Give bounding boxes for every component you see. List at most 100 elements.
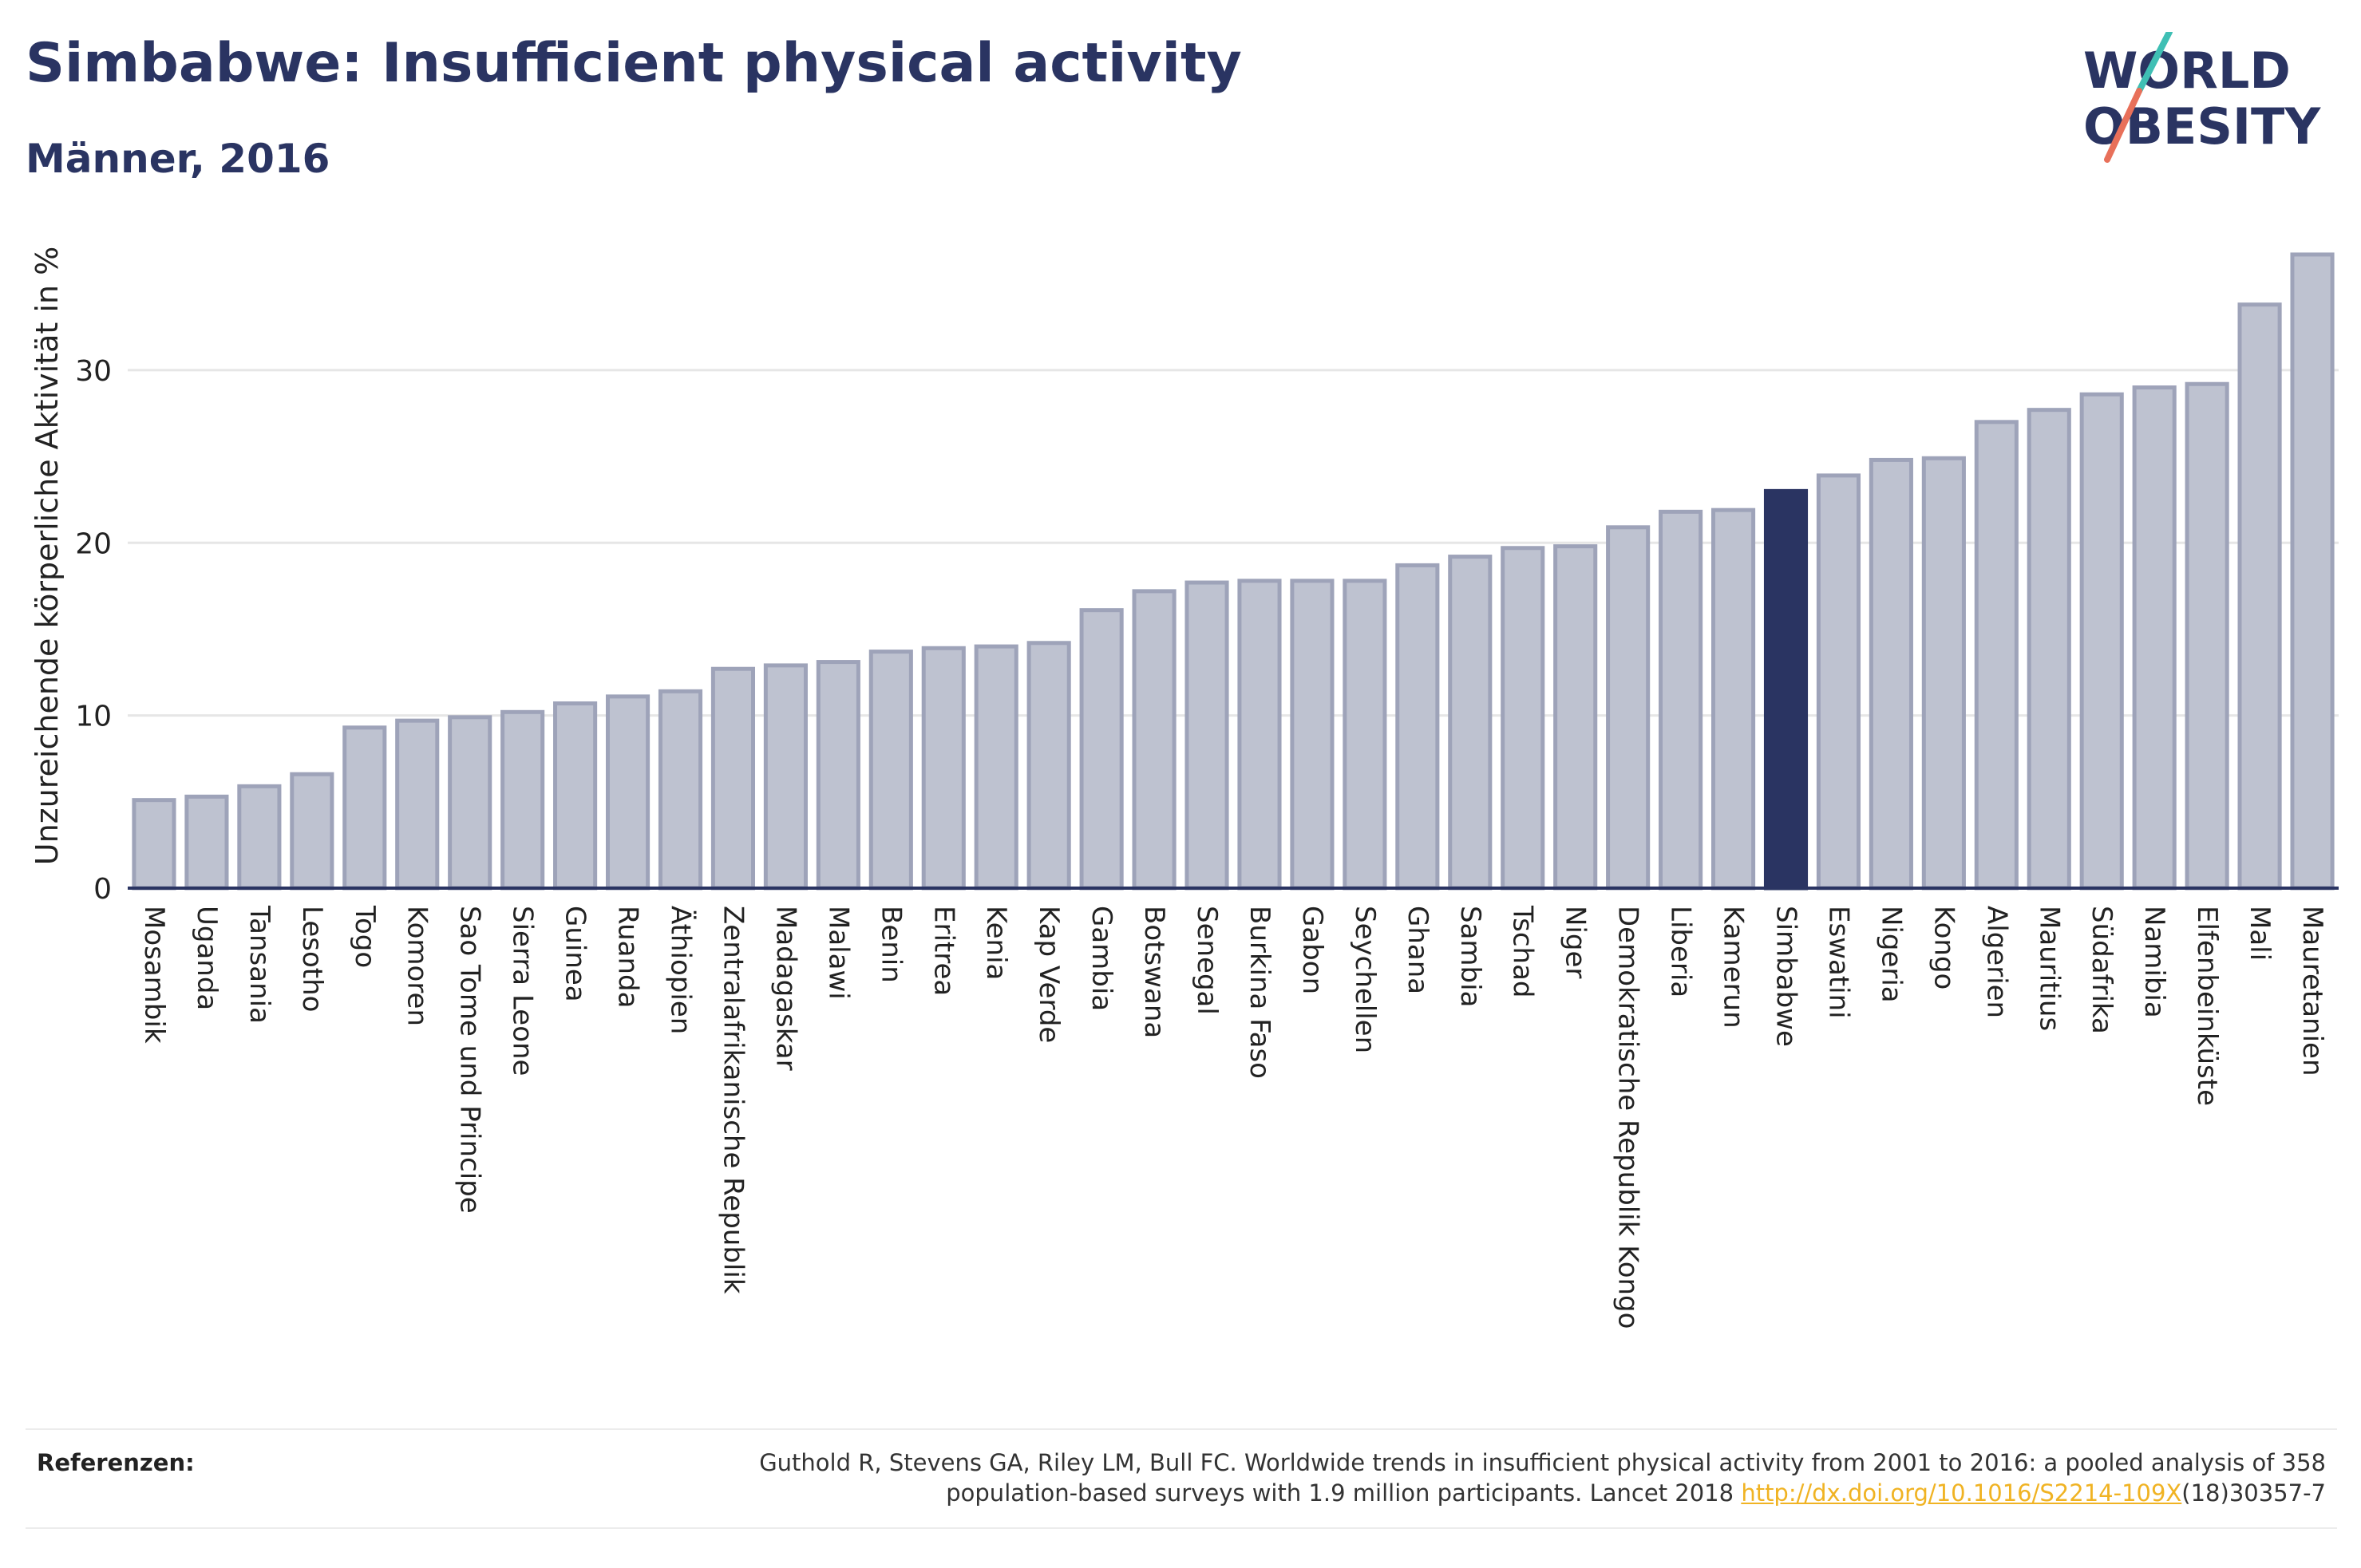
x-tick-label: Zentralafrikanische Republik (717, 906, 749, 1294)
x-tick-label: Namibia (2138, 906, 2170, 1018)
x-tick-label: Malawi (822, 906, 854, 1000)
x-tick-label: Benin (875, 906, 907, 983)
x-tick-label: Senegal (1191, 906, 1223, 1015)
x-tick-label: Seychellen (1349, 906, 1381, 1053)
bar (763, 663, 808, 891)
bar (237, 784, 282, 891)
x-tick-label: Sao Tome und Principe (454, 906, 486, 1214)
bar (868, 650, 913, 891)
x-tick-label: Eswatini (1822, 906, 1854, 1019)
y-tick-label: 10 (75, 701, 112, 733)
x-tick-label: Burkina Faso (1244, 906, 1275, 1079)
x-tick-label: Liberia (1665, 906, 1697, 997)
x-tick-label: Kenia (980, 906, 1012, 980)
x-tick-label: Eritrea (927, 906, 959, 996)
bar (1395, 563, 1440, 891)
reference-line-1: Guthold R, Stevens GA, Riley LM, Bull FC… (759, 1449, 2326, 1476)
x-tick-label: Botswana (1138, 906, 1170, 1038)
y-tick-label: 0 (93, 873, 112, 906)
bar (290, 772, 334, 891)
bar-chart: 0 10 20 30 Unzureichende körperliche Aktivit… (30, 247, 2339, 1329)
bar (2290, 252, 2335, 891)
x-tick-label: Togo (349, 905, 381, 968)
bar (974, 644, 1018, 891)
bar (1710, 508, 1756, 891)
bar (1501, 546, 1545, 891)
x-tick-label: Algerien (1980, 906, 2012, 1018)
x-tick-label: Sambia (1454, 906, 1486, 1007)
bar (921, 646, 966, 891)
x-tick-label: Kap Verde (1033, 906, 1065, 1043)
references-label: Referenzen: (37, 1449, 195, 1476)
x-tick-label: Mauritius (2033, 906, 2065, 1031)
bar (1659, 509, 1703, 891)
bar (2132, 385, 2177, 891)
x-tick-label: Simbabwe (1770, 906, 1802, 1047)
x-tick-label: Mosambik (138, 906, 170, 1044)
x-tick-label: Komoren (401, 906, 433, 1026)
bar (395, 718, 440, 891)
x-tick-label: Nigeria (1875, 906, 1907, 1003)
bar (1921, 456, 1966, 891)
x-tick-label: Niger (1560, 906, 1592, 978)
bar (342, 725, 387, 891)
x-tick-label: Demokratische Republik Kongo (1612, 906, 1644, 1329)
x-tick-label: Ghana (1402, 906, 1434, 994)
reference-line-2-suffix: (18)30357-7 (2181, 1479, 2326, 1507)
x-tick-label: Tansania (243, 905, 275, 1024)
x-tick-label: Mali (2244, 906, 2276, 961)
page-title: Simbabwe: Insufficient physical activity (26, 32, 1242, 95)
bar (1974, 420, 2019, 891)
x-tick-label: Kongo (1928, 906, 1960, 989)
x-tick-label: Ruanda (612, 906, 644, 1008)
bar (710, 666, 756, 891)
bar (448, 715, 492, 891)
x-tick-label: Elfenbeinküste (2191, 906, 2223, 1106)
doi-link[interactable]: http://dx.doi.org/10.1016/S2214-109X (1741, 1479, 2182, 1507)
bar (2027, 408, 2071, 891)
x-tick-label: Gabon (1296, 906, 1328, 994)
x-tick-label: Guinea (560, 906, 591, 1002)
x-tick-label: Gambia (1086, 906, 1117, 1011)
x-tick-label: Madagaskar (769, 906, 801, 1071)
bar (553, 701, 598, 891)
bar (2079, 392, 2124, 891)
references-text: Guthold R, Stevens GA, Riley LM, Bull FC… (490, 1448, 2326, 1508)
bar (2185, 381, 2229, 891)
y-tick-label: 30 (75, 355, 112, 388)
reference-line-2-prefix: population-based surveys with 1.9 millio… (946, 1479, 1742, 1507)
x-tick-label: Tschad (1507, 905, 1539, 998)
bar (1343, 579, 1387, 891)
bar (1606, 525, 1651, 891)
bar (1132, 589, 1177, 891)
y-axis-label: Unzureichende körperliche Aktivität in % (30, 247, 65, 865)
x-tick-label: Uganda (191, 906, 223, 1010)
bar (1079, 608, 1124, 891)
y-tick-label: 20 (75, 527, 112, 560)
bar (605, 694, 651, 891)
bar (816, 660, 860, 891)
bar (658, 689, 703, 891)
bar (1237, 579, 1282, 891)
bar (1184, 580, 1229, 891)
bar (1553, 544, 1598, 891)
x-tick-label: Mauretanien (2296, 906, 2328, 1076)
x-tick-label: Lesotho (296, 906, 328, 1012)
x-tick-label: Kamerun (1718, 906, 1750, 1029)
bar (1026, 641, 1071, 891)
bar (1763, 488, 1809, 891)
svg-text:WORLD: WORLD (2083, 41, 2291, 100)
reference-line-2: population-based surveys with 1.9 millio… (490, 1478, 2326, 1508)
x-tick-label: Sierra Leone (507, 906, 539, 1076)
x-tick-label: Äthiopien (665, 906, 697, 1034)
bar (184, 794, 229, 891)
bar (1448, 555, 1493, 891)
bar (1816, 473, 1861, 891)
world-obesity-logo: WORLD OBESITY (2083, 32, 2321, 163)
x-tick-label: Südafrika (2086, 906, 2118, 1034)
page-subtitle: Männer, 2016 (26, 136, 330, 182)
bar (1290, 579, 1335, 891)
references-panel: Referenzen: Guthold R, Stevens GA, Riley… (26, 1428, 2337, 1529)
bar (1869, 457, 1913, 891)
bar (500, 709, 545, 891)
